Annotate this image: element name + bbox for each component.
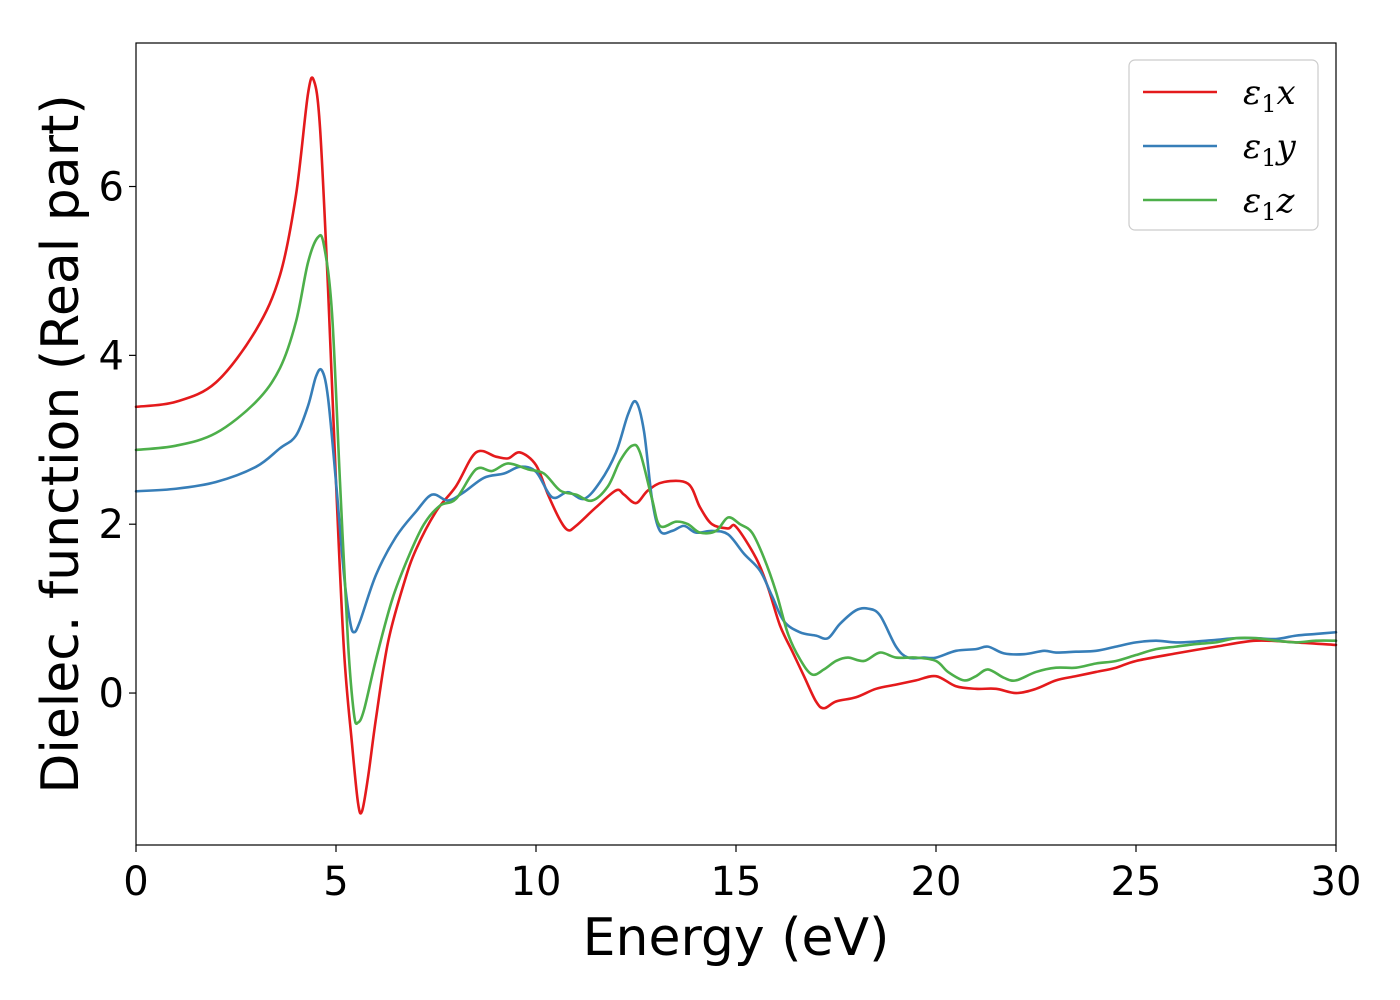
series-layer <box>134 76 1338 815</box>
x-axis-title: Energy (eV) <box>583 908 890 968</box>
y-tick-label: 2 <box>99 502 124 548</box>
x-tick-label: 20 <box>911 859 962 905</box>
legend-label-x: ε1x <box>1243 73 1296 118</box>
x-tick-label: 15 <box>711 859 762 905</box>
x-tick-label: 10 <box>511 859 562 905</box>
x-tick-label: 0 <box>123 859 148 905</box>
y-tick-label: 4 <box>99 333 124 379</box>
legend-label-z: ε1z <box>1243 181 1296 226</box>
y-axis-title: Dielec. function (Real part) <box>31 94 91 793</box>
x-axis-ticks: 0 5 10 15 20 25 30 <box>123 845 1361 905</box>
legend-box <box>1128 59 1319 231</box>
y-tick-label: 6 <box>99 165 124 211</box>
y-tick-label: 0 <box>99 671 124 717</box>
x-tick-label: 25 <box>1111 859 1162 905</box>
y-axis-ticks: 0 2 4 6 <box>99 165 136 717</box>
x-tick-label: 30 <box>1311 859 1362 905</box>
x-tick-label: 5 <box>323 859 348 905</box>
series-line-z <box>134 233 1338 726</box>
legend: ε1x ε1y ε1z <box>1128 59 1319 231</box>
legend-label-y: ε1y <box>1243 127 1297 172</box>
